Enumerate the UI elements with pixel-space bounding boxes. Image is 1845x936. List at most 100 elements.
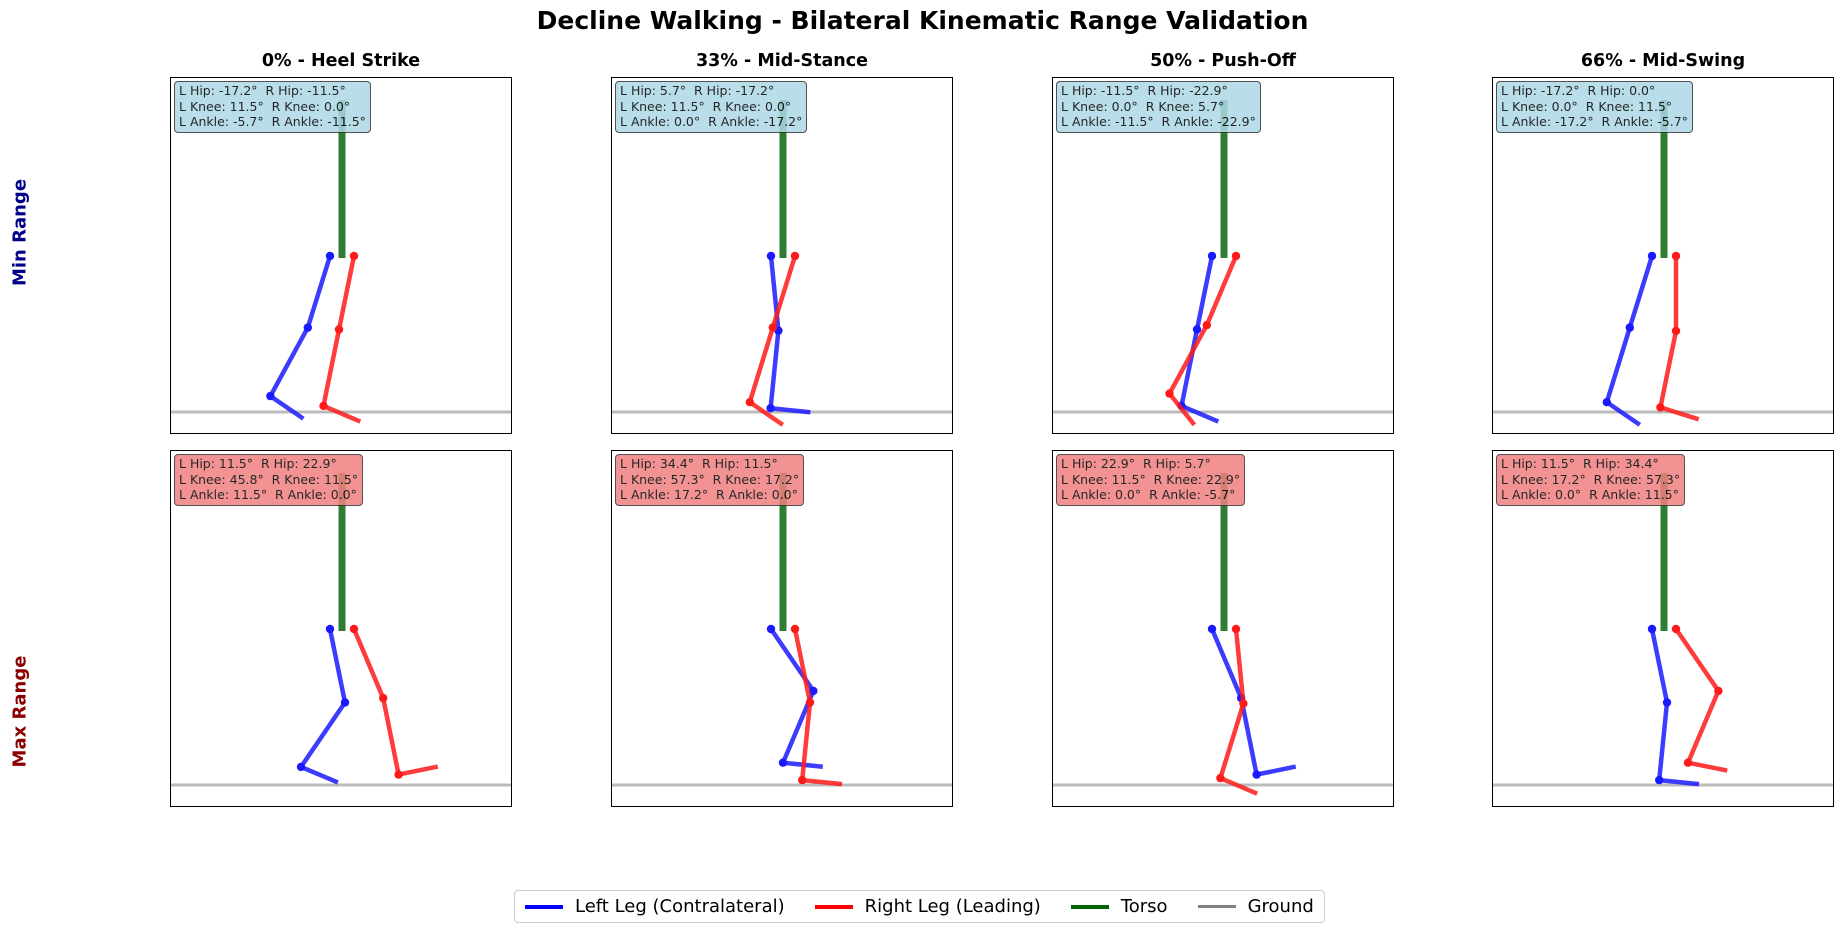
joint-angle-line: L Hip: -11.5° R Hip: -22.9° <box>1061 83 1228 98</box>
joint-angle-box: L Hip: -17.2° R Hip: 0.0° L Knee: 0.0° R … <box>1496 81 1693 133</box>
row-label-min-range: Min Range <box>9 178 31 287</box>
joint-angle-line: L Hip: 5.7° R Hip: -17.2° <box>620 83 775 98</box>
right-leg-knee-joint <box>805 698 815 707</box>
legend-label-right-leg: Right Leg (Leading) <box>864 896 1041 917</box>
right-leg-segments <box>1218 628 1259 796</box>
joint-angle-line: L Ankle: -5.7° R Ankle: -11.5° <box>179 114 366 129</box>
right-leg-segments <box>351 628 439 777</box>
left-leg-hip-joint <box>1647 251 1657 261</box>
left-leg-segments <box>1604 255 1655 427</box>
right-leg-ankle-joint <box>798 775 807 785</box>
right-leg-hip-joint <box>349 624 359 634</box>
gait-panel: L Hip: -17.2° R Hip: 0.0° L Knee: 0.0° R … <box>1492 77 1834 434</box>
joint-angle-line: L Knee: 0.0° R Knee: 11.5° <box>1501 98 1673 114</box>
left-leg-hip-joint <box>325 624 335 634</box>
right-leg-hip-joint <box>790 251 800 261</box>
joint-angle-line: L Knee: 57.3° R Knee: 17.2° <box>620 471 800 487</box>
right-leg-segments <box>321 255 362 424</box>
right-leg-knee-joint <box>1239 699 1248 708</box>
left-leg-ankle-joint <box>1655 775 1664 785</box>
left-leg-ankle-joint <box>296 762 306 772</box>
right-leg-knee-joint <box>1671 326 1681 336</box>
left-leg-segments <box>268 255 333 421</box>
gait-panel: L Hip: 11.5° R Hip: 34.4° L Knee: 17.2° R… <box>1492 450 1834 807</box>
right-leg-ankle-joint <box>745 398 754 407</box>
joint-angle-line: L Knee: 11.5° R Knee: 22.9° <box>1061 471 1241 487</box>
legend-item-torso: Torso <box>1070 896 1168 917</box>
column-title-mid-stance: 33% - Mid-Stance <box>695 51 869 71</box>
legend-label-ground: Ground <box>1247 896 1314 917</box>
right-leg-hip-joint <box>1231 624 1241 634</box>
joint-angle-line: L Hip: -17.2° R Hip: 0.0° <box>1501 83 1656 98</box>
column-title-mid-swing: 66% - Mid-Swing <box>1580 51 1746 71</box>
legend: Left Leg (Contralateral) Right Leg (Lead… <box>514 890 1325 923</box>
right-leg-segments <box>792 628 843 787</box>
joint-angle-line: L Knee: 11.5° R Knee: 0.0° <box>620 98 792 114</box>
joint-angle-box: L Hip: 11.5° R Hip: 22.9° L Knee: 45.8° R… <box>174 454 364 506</box>
right-leg-knee-joint <box>1714 686 1723 696</box>
legend-item-ground: Ground <box>1197 896 1314 917</box>
joint-angle-box: L Hip: -11.5° R Hip: -22.9° L Knee: 0.0° … <box>1056 81 1261 133</box>
right-leg-hip-joint <box>1671 251 1681 261</box>
left-leg-ankle-joint <box>1252 770 1261 779</box>
joint-angle-box: L Hip: 5.7° R Hip: -17.2° L Knee: 11.5° R… <box>615 81 808 133</box>
right-leg-segments <box>747 255 798 427</box>
joint-angle-line: L Knee: 11.5° R Knee: 0.0° <box>179 98 351 114</box>
legend-swatch-left-leg <box>525 904 563 909</box>
left-leg-hip-joint <box>1207 251 1217 261</box>
legend-label-left-leg: Left Leg (Contralateral) <box>575 896 785 917</box>
joint-angle-line: L Knee: 0.0° R Knee: 5.7° <box>1061 98 1225 114</box>
right-leg-segments <box>1674 627 1728 773</box>
gait-panel: L Hip: 11.5° R Hip: 22.9° L Knee: 45.8° R… <box>170 450 512 807</box>
column-title-heel-strike: 0% - Heel Strike <box>261 51 421 71</box>
joint-angle-line: L Knee: 45.8° R Knee: 11.5° <box>179 471 359 487</box>
right-leg-ankle-joint <box>1216 773 1225 783</box>
joint-angle-line: L Ankle: 0.0° R Ankle: 11.5° <box>1501 487 1679 502</box>
left-leg-hip-joint <box>1647 624 1657 634</box>
right-leg-hip-joint <box>1231 251 1241 261</box>
left-leg-hip-joint <box>1207 624 1217 634</box>
joint-angle-line: L Ankle: -17.2° R Ankle: -5.7° <box>1501 114 1688 129</box>
left-leg-segments <box>768 255 811 415</box>
gait-panel: L Hip: 5.7° R Hip: -17.2° L Knee: 11.5° R… <box>611 77 953 434</box>
left-leg-knee-joint <box>809 686 818 696</box>
left-leg-ankle-joint <box>266 391 275 401</box>
left-leg-knee-joint <box>303 323 312 332</box>
left-leg-segments <box>1209 628 1297 777</box>
joint-angle-line: L Hip: 34.4° R Hip: 11.5° <box>620 456 778 471</box>
right-leg-segments <box>1658 256 1700 422</box>
right-leg-hip-joint <box>1671 624 1681 634</box>
joint-angle-line: L Hip: 11.5° R Hip: 34.4° <box>1501 456 1659 471</box>
left-leg-knee-joint <box>1625 323 1634 332</box>
stick-figure <box>1493 100 1833 427</box>
right-leg-ankle-joint <box>1165 389 1174 398</box>
joint-angle-line: L Knee: 17.2° R Knee: 57.3° <box>1501 471 1681 487</box>
left-leg-ankle-joint <box>766 404 775 413</box>
joint-angle-box: L Hip: -17.2° R Hip: -11.5° L Knee: 11.5°… <box>174 81 371 133</box>
joint-angle-box: L Hip: 22.9° R Hip: 5.7° L Knee: 11.5° R … <box>1056 454 1246 506</box>
row-label-max-range: Max Range <box>9 655 31 768</box>
right-leg-hip-joint <box>349 251 359 261</box>
gait-panel: L Hip: -17.2° R Hip: -11.5° L Knee: 11.5°… <box>170 77 512 434</box>
joint-angle-box: L Hip: 34.4° R Hip: 11.5° L Knee: 57.3° R… <box>615 454 805 506</box>
joint-angle-line: L Hip: -17.2° R Hip: -11.5° <box>179 83 346 98</box>
right-leg-segments <box>1167 255 1239 427</box>
left-leg-ankle-joint <box>778 758 788 767</box>
right-leg-knee-joint <box>768 323 777 332</box>
legend-swatch-torso <box>1070 904 1109 909</box>
joint-angle-line: L Ankle: 17.2° R Ankle: 0.0° <box>620 487 798 502</box>
left-leg-segments <box>1649 628 1700 787</box>
left-leg-hip-joint <box>766 624 776 634</box>
legend-swatch-right-leg <box>814 904 853 909</box>
right-leg-knee-joint <box>379 693 388 703</box>
joint-angle-line: L Ankle: 11.5° R Ankle: 0.0° <box>179 487 357 502</box>
left-leg-hip-joint <box>766 251 776 261</box>
joint-angle-box: L Hip: 11.5° R Hip: 34.4° L Knee: 17.2° R… <box>1496 454 1686 506</box>
legend-item-right-leg: Right Leg (Leading) <box>814 896 1041 917</box>
left-leg-segments <box>1179 255 1220 424</box>
stick-figure <box>612 100 952 427</box>
joint-angle-line: L Hip: 11.5° R Hip: 22.9° <box>179 456 337 471</box>
left-leg-knee-joint <box>1662 698 1672 707</box>
left-leg-knee-joint <box>340 698 350 707</box>
joint-angle-line: L Hip: 22.9° R Hip: 5.7° <box>1061 456 1211 471</box>
